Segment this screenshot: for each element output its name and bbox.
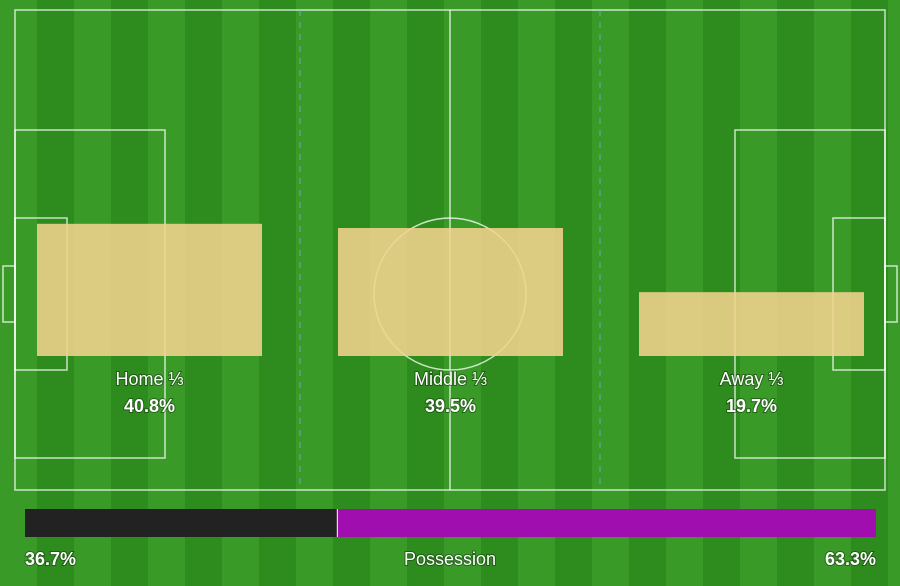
zone-bar: [639, 292, 864, 356]
possession-value: 36.7%: [25, 549, 76, 569]
possession-bar: [337, 509, 876, 537]
possession-bar: [25, 509, 338, 537]
possession-title: Possession: [404, 549, 496, 569]
zone-value: 39.5%: [425, 396, 476, 416]
possession-value: 63.3%: [825, 549, 876, 569]
zone-label: Away ⅓: [720, 369, 784, 389]
zone-bar: [37, 223, 262, 356]
zone-value: 19.7%: [726, 396, 777, 416]
zone-value: 40.8%: [124, 396, 175, 416]
zone-bar: [338, 228, 563, 356]
zone-label: Middle ⅓: [414, 369, 487, 389]
zone-label: Home ⅓: [115, 369, 183, 389]
